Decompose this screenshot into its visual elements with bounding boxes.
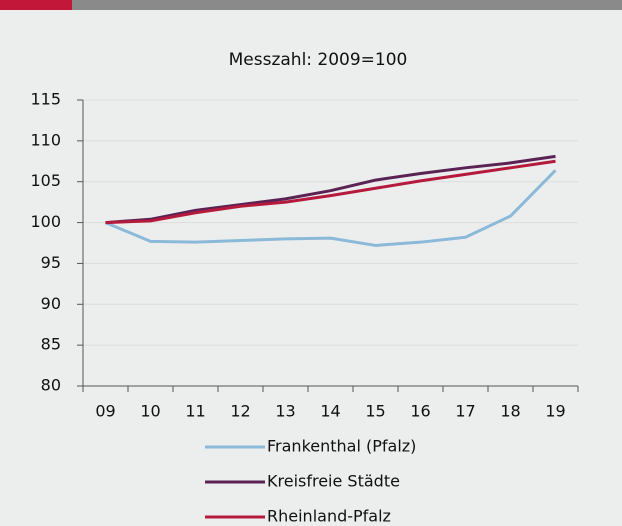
legend-label: Rheinland-Pfalz	[267, 507, 391, 526]
legend-label: Frankenthal (Pfalz)	[267, 437, 416, 456]
top-bar	[0, 0, 622, 10]
x-tick-label: 15	[365, 402, 385, 421]
x-tick-label: 17	[455, 402, 475, 421]
x-tick-label: 18	[500, 402, 520, 421]
x-tick-label: 19	[545, 402, 565, 421]
y-tick-label: 90	[41, 294, 61, 313]
top-bar-accent	[0, 0, 72, 10]
series-line	[105, 154, 556, 225]
x-tick-label: 16	[410, 402, 430, 421]
y-tick-label: 115	[30, 90, 61, 109]
chart-title: Messzahl: 2009=100	[229, 50, 408, 70]
y-tick-label: 105	[30, 171, 61, 190]
series-line	[105, 159, 556, 225]
x-tick-label: 10	[140, 402, 160, 421]
x-tick-label: 11	[185, 402, 205, 421]
y-tick-label: 80	[41, 376, 61, 395]
legend-label: Kreisfreie Städte	[267, 472, 400, 491]
x-tick-label: 12	[230, 402, 250, 421]
x-tick-label: 14	[320, 402, 340, 421]
y-tick-label: 85	[41, 335, 61, 354]
y-tick-label: 100	[30, 212, 61, 231]
x-tick-label: 09	[95, 402, 115, 421]
x-tick-label: 13	[275, 402, 295, 421]
y-tick-label: 110	[30, 130, 61, 149]
y-tick-label: 95	[41, 253, 61, 272]
series-line	[104, 169, 557, 247]
